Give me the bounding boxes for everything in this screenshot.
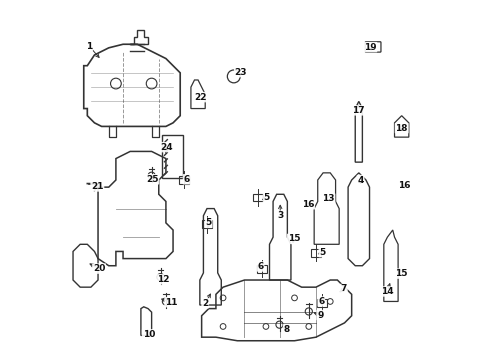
Text: 3: 3 (277, 211, 283, 220)
Text: 15: 15 (395, 269, 407, 278)
Text: 18: 18 (395, 124, 407, 133)
Text: 22: 22 (194, 93, 207, 102)
Text: 9: 9 (316, 311, 323, 320)
Text: 24: 24 (160, 143, 173, 152)
Text: 5: 5 (319, 248, 325, 257)
Bar (310, 249, 320, 257)
Text: 8: 8 (283, 325, 289, 334)
Bar (253, 194, 263, 202)
Text: 13: 13 (322, 194, 334, 203)
Text: 12: 12 (157, 275, 169, 284)
Bar (317, 299, 326, 307)
Text: 6: 6 (257, 262, 263, 271)
Bar (256, 265, 266, 273)
Text: 1: 1 (86, 41, 92, 50)
Bar (162, 135, 183, 178)
Text: 6: 6 (318, 297, 324, 306)
Text: 11: 11 (164, 298, 177, 307)
Text: 16: 16 (397, 181, 410, 190)
Text: 5: 5 (263, 193, 269, 202)
Bar (179, 176, 189, 184)
Text: 21: 21 (91, 182, 103, 191)
Text: 25: 25 (146, 175, 158, 184)
Text: 20: 20 (93, 264, 105, 273)
Text: 14: 14 (380, 287, 393, 296)
Text: 16: 16 (301, 200, 314, 209)
Text: 5: 5 (205, 219, 211, 228)
Text: 6: 6 (183, 175, 189, 184)
Text: 17: 17 (351, 106, 364, 115)
Text: 2: 2 (202, 299, 208, 308)
Text: 23: 23 (234, 68, 246, 77)
Text: 4: 4 (357, 176, 363, 185)
Text: 19: 19 (363, 42, 376, 51)
Text: 15: 15 (287, 234, 300, 243)
Text: 7: 7 (340, 284, 346, 293)
Bar (202, 220, 212, 228)
Text: 10: 10 (142, 330, 155, 339)
